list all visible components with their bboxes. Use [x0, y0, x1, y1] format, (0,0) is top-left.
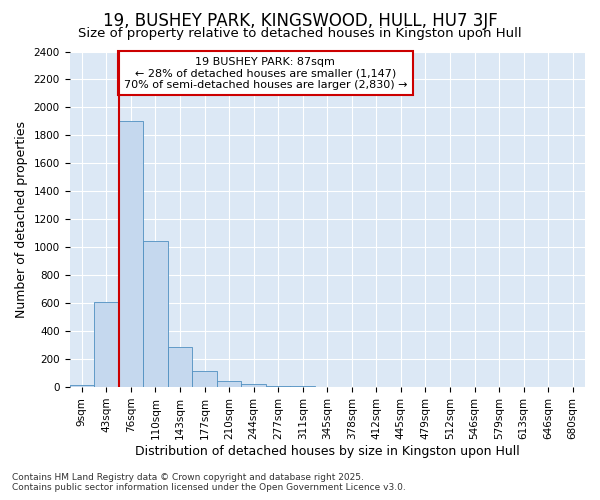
Bar: [143, 241, 168, 387]
Bar: [94, 302, 119, 387]
Bar: [168, 346, 192, 387]
Text: 19 BUSHEY PARK: 87sqm
← 28% of detached houses are smaller (1,147)
70% of semi-d: 19 BUSHEY PARK: 87sqm ← 28% of detached …: [124, 56, 407, 90]
Bar: [119, 120, 143, 387]
X-axis label: Distribution of detached houses by size in Kingston upon Hull: Distribution of detached houses by size …: [135, 444, 520, 458]
Text: Size of property relative to detached houses in Kingston upon Hull: Size of property relative to detached ho…: [78, 28, 522, 40]
Y-axis label: Number of detached properties: Number of detached properties: [15, 121, 28, 318]
Text: 19, BUSHEY PARK, KINGSWOOD, HULL, HU7 3JF: 19, BUSHEY PARK, KINGSWOOD, HULL, HU7 3J…: [103, 12, 497, 30]
Text: Contains HM Land Registry data © Crown copyright and database right 2025.
Contai: Contains HM Land Registry data © Crown c…: [12, 473, 406, 492]
Bar: [241, 384, 266, 387]
Bar: [290, 386, 315, 387]
Bar: [266, 386, 290, 387]
Bar: [192, 371, 217, 387]
Bar: [217, 381, 241, 387]
Bar: [70, 385, 94, 387]
